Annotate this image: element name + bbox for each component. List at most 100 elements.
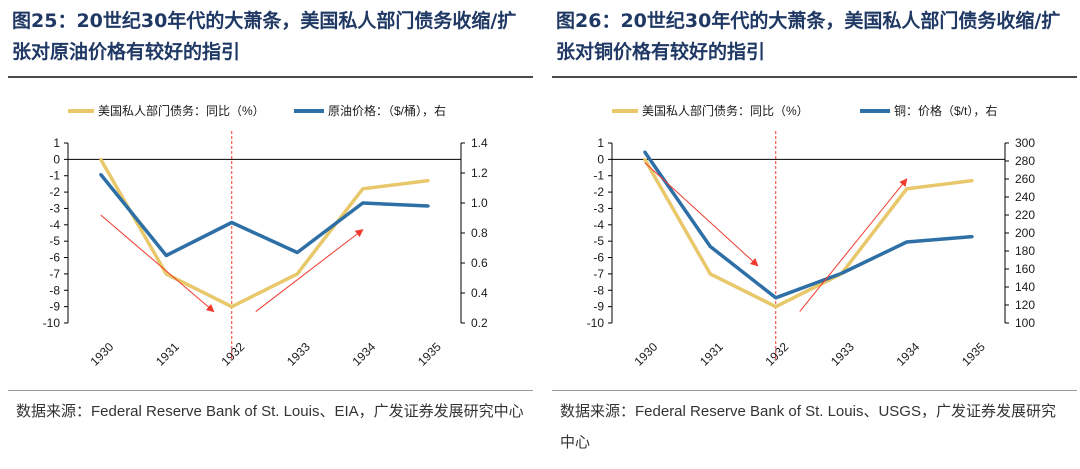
- data-point-debt: [970, 179, 974, 183]
- x-tick-label: 1932: [219, 340, 248, 369]
- data-point-price: [361, 201, 365, 205]
- legend-label-debt: 美国私人部门债务：同比（%）: [98, 103, 265, 118]
- y-left-tick-label: -1: [593, 169, 604, 183]
- y-left-tick-label: -6: [593, 251, 604, 265]
- chart-oil: 美国私人部门债务：同比（%） 原油价格：（$/桶），右 1 0 -1 -2 -3 -4 -5 -6…: [43, 103, 488, 369]
- y-left-tick-label: 0: [597, 152, 604, 166]
- y-left-tick-label: 1: [597, 136, 604, 150]
- data-point-price: [708, 245, 712, 248]
- y-left-tick-label: -5: [49, 234, 60, 248]
- series-line-price: [99, 173, 429, 258]
- chart-copper: 美国私人部门债务：同比（%） 铜：价格（$/t），右 1 0 -1 -2 -3 -4 -5 -6 -…: [587, 103, 1036, 369]
- data-point-debt: [99, 157, 103, 161]
- x-tick-label: 1933: [284, 340, 313, 369]
- y-right-tick-label: 0.8: [471, 226, 488, 240]
- y-left-tick-label: -7: [49, 267, 60, 281]
- title-divider: [552, 76, 1077, 78]
- y-left-tick-label: -9: [49, 300, 60, 314]
- legend-label-debt: 美国私人部门债务：同比（%）: [642, 103, 809, 118]
- data-point-price: [774, 296, 778, 300]
- y-right-tick-label: 1.4: [471, 136, 488, 150]
- data-point-debt: [905, 187, 909, 191]
- y-right-tick-label: 0.6: [471, 256, 488, 270]
- figure-panel-26: 图26：20世纪30年代的大萧条，美国私人部门债务收缩/扩张对铜价格有较好的指引…: [552, 0, 1077, 469]
- data-point-price: [230, 221, 234, 224]
- data-point-debt: [643, 157, 647, 161]
- y-left-tick-label: -3: [593, 201, 604, 215]
- x-tick-label: 1930: [632, 340, 661, 369]
- data-point-debt: [708, 272, 712, 276]
- y-left-tick-label: -10: [43, 316, 61, 330]
- series-line-debt: [99, 158, 429, 309]
- legend-label-price: 原油价格：（$/桶），右: [328, 103, 446, 118]
- figure-title: 图25：20世纪30年代的大萧条，美国私人部门债务收缩/扩张对原油价格有较好的指…: [12, 10, 517, 63]
- trend-arrow-up: [799, 178, 908, 312]
- x-tick-label: 1935: [959, 340, 988, 369]
- y-right-tick-label: 180: [1015, 244, 1035, 258]
- x-tick-label: 1934: [350, 340, 379, 369]
- y-right-tick-label: 120: [1015, 298, 1035, 312]
- legend-label-price: 铜：价格（$/t），右: [894, 103, 997, 118]
- data-point-price: [295, 251, 299, 254]
- y-right-tick-label: 160: [1015, 262, 1035, 276]
- y-right-tick-label: 1.0: [471, 196, 488, 210]
- x-tick-label: 1933: [828, 340, 857, 369]
- x-tick-label: 1934: [894, 340, 923, 369]
- y-right-tick-label: 240: [1015, 190, 1035, 204]
- data-point-price: [643, 150, 647, 154]
- figure-panel-25: 图25：20世纪30年代的大萧条，美国私人部门债务收缩/扩张对原油价格有较好的指…: [8, 0, 533, 469]
- series-line-debt: [643, 158, 973, 309]
- y-left-tick-label: -4: [593, 218, 604, 232]
- y-right-tick-label: 0.2: [471, 316, 488, 330]
- series-line-price: [643, 151, 973, 300]
- data-point-price: [905, 240, 909, 244]
- trend-arrow-up: [255, 229, 364, 312]
- figure-title: 图26：20世纪30年代的大萧条，美国私人部门债务收缩/扩张对铜价格有较好的指引: [556, 10, 1061, 63]
- y-left-tick-label: -9: [593, 300, 604, 314]
- y-right-tick-label: 220: [1015, 208, 1035, 222]
- y-left-tick-label: -7: [593, 267, 604, 281]
- data-point-price: [164, 254, 168, 257]
- y-left-tick-label: -1: [49, 169, 60, 183]
- x-tick-label: 1935: [415, 340, 444, 369]
- source-divider: [552, 390, 1077, 391]
- data-point-debt: [164, 272, 168, 276]
- y-left-tick-label: -2: [49, 185, 60, 199]
- y-right-tick-label: 280: [1015, 154, 1035, 168]
- source-note: 数据来源：Federal Reserve Bank of St. Louis、U…: [560, 403, 1056, 451]
- y-left-tick-label: -8: [593, 283, 604, 297]
- y-right-tick-label: 140: [1015, 280, 1035, 294]
- y-left-tick-label: 0: [53, 152, 60, 166]
- y-left-tick-label: -10: [587, 316, 605, 330]
- y-right-tick-label: 100: [1015, 316, 1035, 330]
- title-divider: [8, 76, 533, 78]
- data-point-debt: [361, 187, 365, 191]
- trend-arrow-down: [100, 214, 215, 313]
- data-point-debt: [774, 305, 778, 309]
- y-right-tick-label: 200: [1015, 226, 1035, 240]
- y-left-tick-label: -5: [593, 234, 604, 248]
- source-divider: [8, 390, 533, 391]
- x-tick-label: 1932: [763, 340, 792, 369]
- data-point-price: [99, 173, 103, 176]
- data-point-price: [839, 272, 843, 275]
- data-point-debt: [230, 305, 234, 309]
- y-right-tick-label: 300: [1015, 136, 1035, 150]
- x-tick-label: 1931: [153, 340, 182, 369]
- y-right-tick-label: 260: [1015, 172, 1035, 186]
- y-left-tick-label: -8: [49, 283, 60, 297]
- y-left-tick-label: -2: [593, 185, 604, 199]
- y-left-tick-label: -6: [49, 251, 60, 265]
- y-right-tick-label: 0.4: [471, 286, 488, 300]
- trend-arrow-down: [644, 162, 759, 267]
- data-point-price: [426, 204, 430, 208]
- data-point-debt: [426, 179, 430, 183]
- data-point-debt: [295, 272, 299, 276]
- x-tick-label: 1931: [697, 340, 726, 369]
- source-note: 数据来源：Federal Reserve Bank of St. Louis、E…: [16, 403, 524, 420]
- x-tick-label: 1930: [88, 340, 117, 369]
- y-right-tick-label: 1.2: [471, 166, 488, 180]
- data-point-price: [970, 235, 974, 239]
- y-left-tick-label: -3: [49, 201, 60, 215]
- y-left-tick-label: -4: [49, 218, 60, 232]
